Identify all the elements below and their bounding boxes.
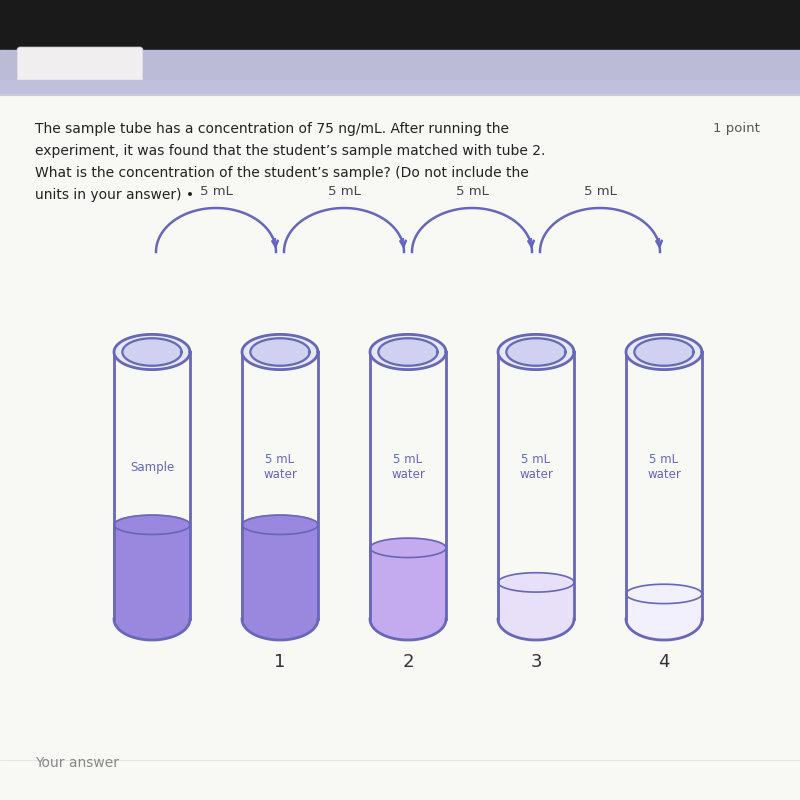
Text: Sample: Sample — [130, 461, 174, 474]
Text: 5 mL
water: 5 mL water — [647, 453, 681, 482]
Text: 1 point: 1 point — [713, 122, 760, 135]
Text: 5 mL: 5 mL — [455, 185, 489, 198]
Polygon shape — [370, 334, 446, 370]
Polygon shape — [122, 338, 182, 366]
Polygon shape — [114, 525, 190, 640]
Text: 5 mL: 5 mL — [583, 185, 617, 198]
Text: 1: 1 — [274, 653, 286, 671]
Text: 4: 4 — [658, 653, 670, 671]
Polygon shape — [370, 548, 446, 640]
Text: experiment, it was found that the student’s sample matched with tube 2.: experiment, it was found that the studen… — [35, 144, 546, 158]
Polygon shape — [506, 338, 566, 366]
Text: units in your answer) •: units in your answer) • — [35, 188, 194, 202]
Text: 2: 2 — [402, 653, 414, 671]
Text: 5 mL
water: 5 mL water — [263, 453, 297, 482]
Polygon shape — [626, 594, 702, 640]
FancyBboxPatch shape — [17, 47, 143, 85]
Text: 3: 3 — [530, 653, 542, 671]
Polygon shape — [626, 584, 702, 603]
Text: 5 mL
water: 5 mL water — [519, 453, 553, 482]
Text: 5 mL: 5 mL — [199, 185, 233, 198]
Polygon shape — [242, 515, 318, 534]
Polygon shape — [634, 338, 694, 366]
Text: 5 mL: 5 mL — [327, 185, 361, 198]
Polygon shape — [378, 338, 438, 366]
Polygon shape — [250, 338, 310, 366]
Polygon shape — [626, 334, 702, 370]
Polygon shape — [498, 582, 574, 640]
Text: The sample tube has a concentration of 75 ng/mL. After running the: The sample tube has a concentration of 7… — [35, 122, 509, 136]
Polygon shape — [242, 525, 318, 640]
Polygon shape — [370, 538, 446, 558]
Polygon shape — [498, 573, 574, 592]
Text: What is the concentration of the student’s sample? (Do not include the: What is the concentration of the student… — [35, 166, 529, 180]
Polygon shape — [114, 515, 190, 534]
Text: Your answer: Your answer — [35, 756, 119, 770]
Polygon shape — [242, 334, 318, 370]
Text: 5 mL
water: 5 mL water — [391, 453, 425, 482]
Polygon shape — [114, 334, 190, 370]
Polygon shape — [498, 334, 574, 370]
